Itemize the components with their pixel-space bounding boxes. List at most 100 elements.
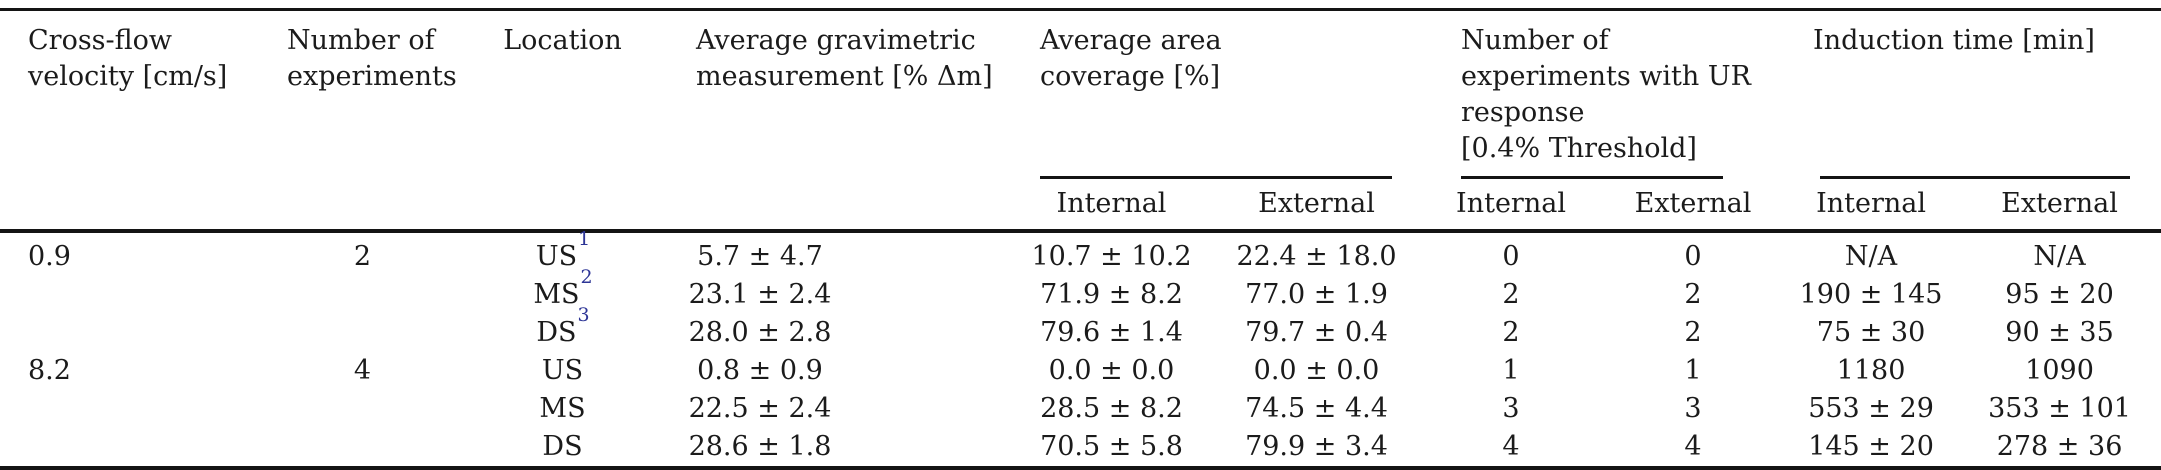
cell-area-external: 79.7 ± 0.4 <box>1245 317 1388 348</box>
cell-location: US <box>465 352 660 390</box>
subheader-induction-internal: Internal <box>1816 188 1926 219</box>
header-line: [0.4% Threshold] <box>1461 133 1697 164</box>
cell-area-external: 74.5 ± 4.4 <box>1245 393 1388 424</box>
header-line: Number of <box>287 25 435 56</box>
cell-ur-internal: 3 <box>1502 393 1520 424</box>
header-line: coverage [%] <box>1040 61 1221 92</box>
location-code: US <box>541 355 584 386</box>
cell-location: MS2 <box>465 268 660 314</box>
cell-location: US1 <box>465 228 660 276</box>
footnote-ref-2[interactable]: 2 <box>580 266 593 288</box>
cell-velocity <box>0 276 260 314</box>
table-row: MS2 23.1 ± 2.4 71.9 ± 8.2 77.0 ± 1.9 2 2… <box>0 268 2161 314</box>
ur-response-spanner-rule <box>1461 176 1724 179</box>
location-code: DS <box>536 317 577 348</box>
cell-num-experiments <box>260 276 465 314</box>
cell-gravimetric: 22.5 ± 2.4 <box>688 393 832 424</box>
header-line: measurement [% Δm] <box>696 61 993 92</box>
cell-induction-internal: 145 ± 20 <box>1808 431 1934 462</box>
footnote-ref-3[interactable]: 3 <box>577 304 590 326</box>
cell-induction-external: 90 ± 35 <box>2005 317 2114 348</box>
header-line: experiments with UR <box>1461 61 1751 92</box>
footnote-ref-1[interactable]: 1 <box>578 228 591 250</box>
cell-induction-internal: 553 ± 29 <box>1808 393 1934 424</box>
cell-gravimetric: 5.7 ± 4.7 <box>697 241 823 272</box>
paper-table: Cross-flow velocity [cm/s] Number of exp… <box>0 8 2161 470</box>
cell-gravimetric: 28.0 ± 2.8 <box>688 317 832 348</box>
location-code: US <box>535 241 578 272</box>
cell-velocity: 8.2 <box>28 355 71 386</box>
cell-gravimetric: 28.6 ± 1.8 <box>688 431 832 462</box>
empty-cell <box>465 179 660 231</box>
location-code: MS <box>533 279 580 310</box>
cell-ur-external: 3 <box>1684 393 1702 424</box>
cell-induction-internal: 1180 <box>1836 355 1906 386</box>
col-group-induction-time: Induction time [min] <box>1784 10 2161 179</box>
cell-ur-external: 4 <box>1684 431 1702 462</box>
cell-ur-external: 0 <box>1684 241 1702 272</box>
header-line: Induction time [min] <box>1813 25 2095 56</box>
cell-ur-external: 1 <box>1684 355 1702 386</box>
cell-num-experiments <box>260 390 465 428</box>
cell-induction-external: 278 ± 36 <box>1996 431 2123 462</box>
header-line: velocity [cm/s] <box>28 61 228 92</box>
cell-induction-external: N/A <box>2033 241 2086 272</box>
location-code: MS <box>539 393 586 424</box>
subheader-ur-external: External <box>1634 188 1752 219</box>
subheader-ur-internal: Internal <box>1456 188 1566 219</box>
col-header-location: Location <box>503 25 622 56</box>
cell-num-experiments: 2 <box>353 241 372 272</box>
header-line: Average area <box>1040 25 1222 56</box>
cell-induction-external: 95 ± 20 <box>2005 279 2114 310</box>
cell-ur-internal: 2 <box>1502 317 1520 348</box>
subheader-area-internal: Internal <box>1056 188 1167 219</box>
table-row: DS 28.6 ± 1.8 70.5 ± 5.8 79.9 ± 3.4 4 4 … <box>0 428 2161 468</box>
area-coverage-spanner-rule <box>1040 176 1393 179</box>
cell-location: DS <box>465 428 660 468</box>
header-line: Cross-flow <box>28 25 173 56</box>
cell-ur-internal: 4 <box>1502 431 1520 462</box>
cell-location: MS <box>465 390 660 428</box>
cell-velocity <box>0 314 260 352</box>
cell-ur-external: 2 <box>1684 317 1702 348</box>
empty-cell <box>660 179 1010 231</box>
table-row: MS 22.5 ± 2.4 28.5 ± 8.2 74.5 ± 4.4 3 3 … <box>0 390 2161 428</box>
col-group-area-coverage: Average area coverage [%] <box>1010 10 1420 179</box>
col-header-number-of-experiments: Number of experiments <box>260 10 465 180</box>
cell-velocity <box>0 428 260 468</box>
table-row: 0.9 2 US1 5.7 ± 4.7 10.7 ± 10.2 22.4 ± 1… <box>0 228 2161 276</box>
results-table: Cross-flow velocity [cm/s] Number of exp… <box>0 8 2161 470</box>
cell-induction-external: 353 ± 101 <box>1988 393 2131 424</box>
cell-ur-internal: 1 <box>1502 355 1520 386</box>
cell-gravimetric: 0.8 ± 0.9 <box>697 355 823 386</box>
cell-area-external: 79.9 ± 3.4 <box>1245 431 1388 462</box>
empty-cell <box>0 179 260 231</box>
cell-velocity: 0.9 <box>28 241 71 272</box>
cell-gravimetric: 23.1 ± 2.4 <box>688 279 832 310</box>
cell-ur-internal: 2 <box>1502 279 1520 310</box>
subheader-induction-external: External <box>2001 188 2118 219</box>
cell-area-internal: 28.5 ± 8.2 <box>1040 393 1183 424</box>
cell-velocity <box>0 390 260 428</box>
cell-num-experiments: 4 <box>353 355 372 386</box>
cell-induction-external: 1090 <box>2025 355 2094 386</box>
cell-num-experiments <box>260 314 465 352</box>
cell-induction-internal: 75 ± 30 <box>1816 317 1926 348</box>
col-group-ur-response: Number of experiments with UR response [… <box>1420 10 1784 179</box>
induction-time-spanner-rule <box>1820 176 2131 179</box>
table-row: DS3 28.0 ± 2.8 79.6 ± 1.4 79.7 ± 0.4 2 2… <box>0 306 2161 352</box>
cell-ur-external: 2 <box>1684 279 1702 310</box>
cell-area-internal: 70.5 ± 5.8 <box>1040 431 1183 462</box>
location-code: DS <box>542 431 583 462</box>
header-line: Average gravimetric <box>696 25 976 56</box>
cell-area-internal: 71.9 ± 8.2 <box>1040 279 1183 310</box>
empty-cell <box>260 179 465 231</box>
cell-location: DS3 <box>465 306 660 352</box>
cell-area-external: 22.4 ± 18.0 <box>1236 241 1397 272</box>
subheader-area-external: External <box>1258 188 1375 219</box>
cell-ur-internal: 0 <box>1502 241 1520 272</box>
header-line: response <box>1461 97 1585 128</box>
header-line: experiments <box>287 61 457 92</box>
cell-induction-internal: 190 ± 145 <box>1799 279 1943 310</box>
table-row: 8.2 4 US 0.8 ± 0.9 0.0 ± 0.0 0.0 ± 0.0 1… <box>0 352 2161 390</box>
